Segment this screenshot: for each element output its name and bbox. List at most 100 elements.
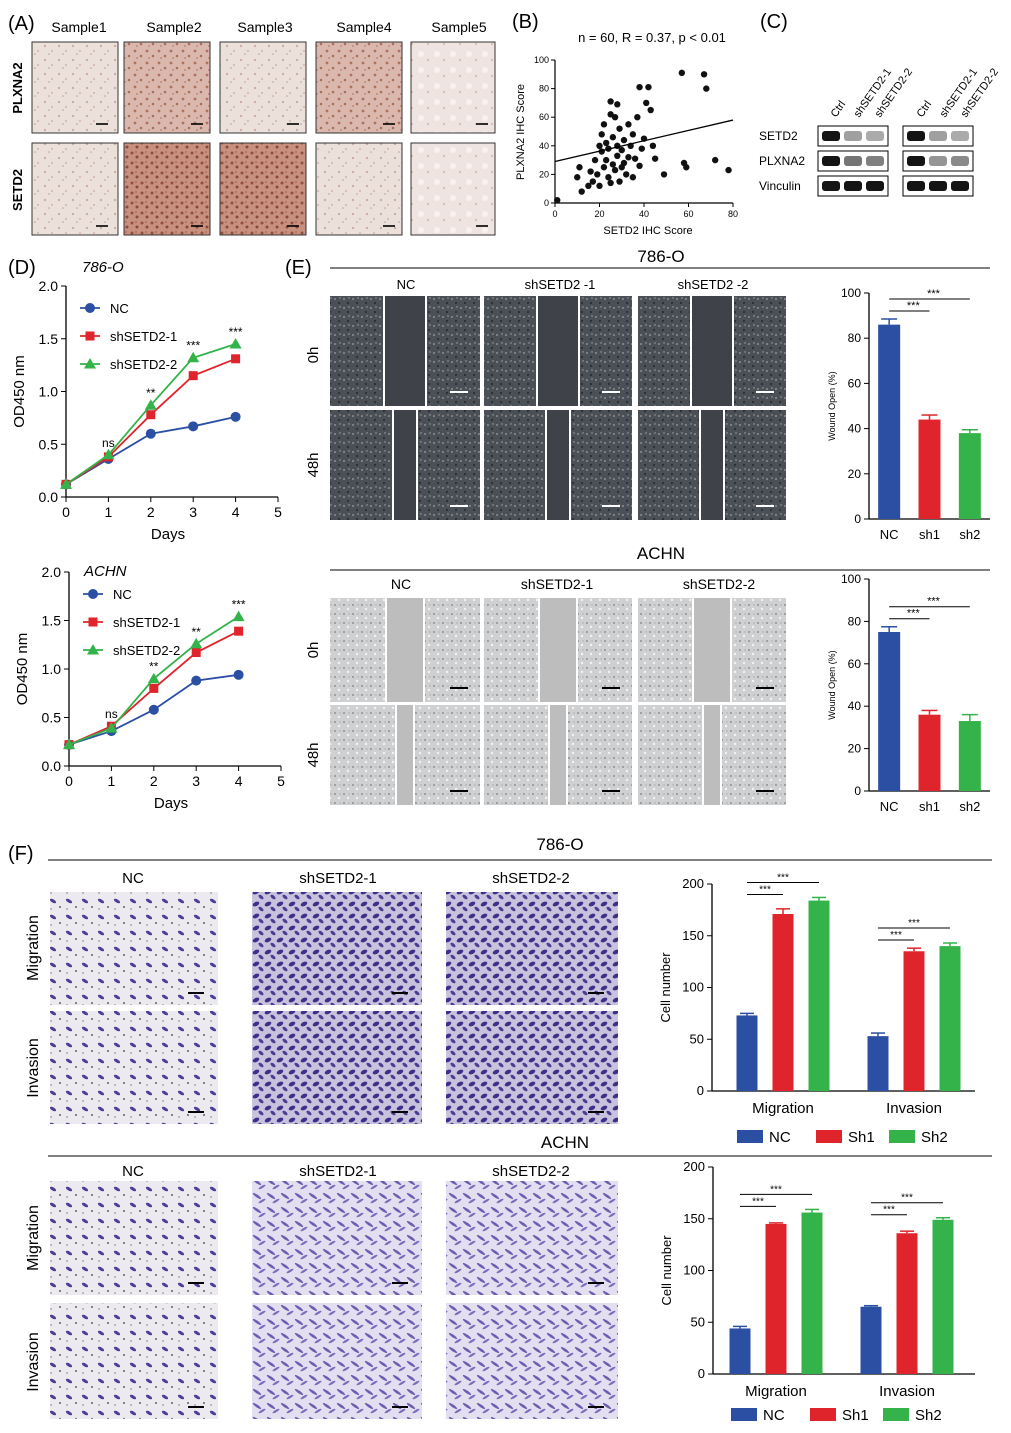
blot-band [951, 181, 969, 191]
significance-label: ** [192, 625, 202, 639]
y-axis-label: OD450 nm [11, 355, 28, 428]
y-tick-label: 0 [544, 198, 549, 208]
group-label: shSETD2 -1 [525, 277, 596, 292]
scatter-point [596, 142, 603, 149]
significance-label: *** [907, 608, 921, 620]
time-label: 48h [305, 742, 322, 767]
data-point [149, 683, 159, 693]
transwell-image [446, 1303, 618, 1419]
significance-label: *** [927, 596, 941, 608]
cell-line-title: ACHN [541, 1133, 589, 1152]
panel-label-c: (C) [760, 11, 788, 33]
data-point [230, 411, 241, 422]
significance-label: *** [883, 1205, 895, 1216]
significance-label: ns [102, 436, 115, 450]
time-label: 0h [305, 347, 322, 364]
transwell-image [252, 1303, 422, 1419]
scatter-point [609, 161, 617, 168]
transwell-image [50, 1181, 218, 1295]
y-tick-label: 1.0 [42, 661, 62, 677]
y-tick-label: 0.5 [39, 436, 59, 452]
data-point [147, 672, 160, 684]
x-tick-label: 20 [594, 209, 604, 219]
group-label: shSETD2-1 [521, 576, 594, 592]
wound-gap [538, 296, 578, 406]
data-point [190, 637, 203, 649]
x-tick-label: 0 [552, 209, 557, 219]
row-label-setd2: SETD2 [10, 169, 25, 211]
bar [860, 1306, 882, 1374]
data-point [233, 669, 244, 680]
scatter-point [591, 156, 599, 164]
scatter-chart: n = 60, R = 0.37, p < 0.01 0 20 40 60 80 100 0 2… [515, 30, 738, 237]
growth-chart-786o: 786-O 0.0 0.5 1.0 1.5 2.0 0 1 2 3 4 5 Days OD450 nm NC… [11, 259, 282, 543]
y-tick-label: 200 [682, 876, 704, 891]
panel-label-a: (A) [8, 13, 35, 35]
x-tick-label: sh1 [919, 799, 940, 814]
scatter-point [618, 146, 625, 154]
wound-gap [692, 296, 732, 406]
x-tick-label: Migration [745, 1383, 807, 1400]
legend-marker [88, 589, 98, 599]
scatter-point [600, 121, 608, 128]
x-axis-label: Days [154, 795, 188, 812]
x-tick-label: 4 [232, 504, 240, 520]
y-tick-label: 40 [848, 422, 862, 436]
scatter-point [576, 164, 583, 171]
significance-label: *** [927, 288, 941, 300]
x-tick-label: Invasion [886, 1100, 942, 1117]
ihc-image [315, 41, 403, 134]
data-point [187, 351, 200, 363]
blot-band [929, 181, 947, 191]
transwell-image [252, 892, 422, 1005]
scatter-point [700, 71, 708, 78]
scatter-point [600, 164, 608, 171]
ihc-image [410, 41, 496, 134]
row-label: Migration [25, 1205, 42, 1271]
x-tick-label: 1 [105, 504, 113, 520]
y-axis-label: Wound Open (%) [827, 371, 837, 440]
legend-swatch [816, 1130, 842, 1143]
x-tick-label: Migration [752, 1100, 814, 1117]
legend-label: NC [110, 301, 129, 316]
significance-label: *** [901, 1193, 913, 1204]
data-point [148, 704, 159, 715]
scatter-point [598, 131, 605, 138]
transwell-chart-achn: 0 50 100 150 200 Cell number Migration *** *** In… [659, 1159, 975, 1424]
group-label: shSETD2-2 [492, 1163, 570, 1180]
legend-label: Sh1 [848, 1129, 875, 1146]
scatter-point [614, 101, 621, 108]
blot-band [907, 156, 925, 166]
x-tick-label: 40 [639, 209, 649, 219]
bar [736, 1015, 758, 1091]
significance-label: ** [146, 386, 156, 400]
y-tick-label: 0.5 [42, 710, 62, 726]
scatter-point [638, 145, 645, 152]
y-axis-label: Cell number [659, 1235, 674, 1306]
x-tick-label: 2 [147, 504, 155, 520]
significance-label: ns [105, 707, 118, 721]
group-label: NC [122, 870, 144, 887]
scatter-point [596, 182, 603, 190]
transwell-image [252, 1011, 422, 1124]
significance-label: *** [229, 325, 243, 339]
group-label: shSETD2-1 [299, 1163, 377, 1180]
scatter-point [634, 114, 641, 121]
x-tick-label: 3 [189, 504, 197, 520]
scatter-point [643, 99, 650, 107]
legend-marker [85, 303, 95, 313]
data-point [234, 626, 244, 636]
row-label: Migration [25, 915, 42, 981]
sample-label: Sample1 [51, 19, 106, 35]
row-label-plxna2: PLXNA2 [10, 62, 25, 113]
group-label: NC [397, 277, 416, 292]
ihc-grid: Sample1 Sample2 Sample3 Sample4 Sample5 … [10, 19, 496, 236]
y-tick-label: 60 [848, 657, 862, 671]
legend-label: shSETD2-1 [110, 329, 177, 344]
sample-label: Sample3 [237, 19, 292, 35]
bar [932, 1219, 954, 1374]
blot-band [822, 131, 840, 141]
panel-label-e: (E) [285, 257, 312, 279]
sample-label: Sample2 [146, 19, 201, 35]
y-tick-label: 100 [683, 1263, 705, 1278]
